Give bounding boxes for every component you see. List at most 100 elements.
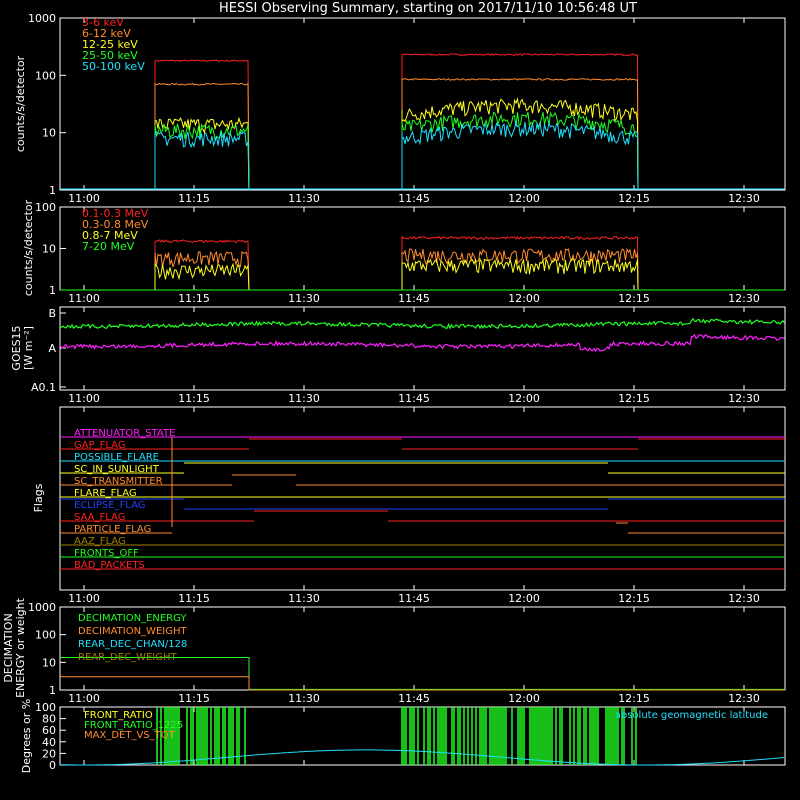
panel-2-series-line xyxy=(154,235,639,291)
panel-1-legend-entry: 3-6 keV xyxy=(82,16,124,29)
time-tick-label: 11:30 xyxy=(288,692,320,705)
time-tick-label: 12:30 xyxy=(728,592,760,605)
flag-label: ATTENUATOR_STATE xyxy=(74,428,175,439)
panel-5-legend-entry: REAR_DEC_WEIGHT xyxy=(78,652,177,663)
panel-1-ytick-label: 1 xyxy=(49,184,56,197)
panel-1-frame xyxy=(59,17,786,191)
time-tick-label: 12:30 xyxy=(728,692,760,705)
panel-6-ylabel: Degrees or % xyxy=(20,699,33,773)
panel-5-series-line xyxy=(60,656,785,690)
flag-label: BAD_PACKETS xyxy=(74,560,145,571)
flag-label: POSSIBLE_FLARE xyxy=(74,452,159,463)
flag-label: SAA_FLAG xyxy=(74,512,125,523)
time-tick-label: 11:15 xyxy=(178,392,210,405)
flag-label: GAP_FLAG xyxy=(74,440,126,451)
time-tick-label: 11:45 xyxy=(398,292,430,305)
time-tick-label: 12:00 xyxy=(508,392,540,405)
time-tick-label: 12:00 xyxy=(508,192,540,205)
time-tick-label: 11:45 xyxy=(398,392,430,405)
panel-3-ytick-label: A xyxy=(48,342,56,355)
panel-5-ylabel2: ENERGY or weight xyxy=(14,597,27,697)
panel-2-series-line xyxy=(154,247,639,291)
time-tick-label: 12:30 xyxy=(728,192,760,205)
panel-6-legend-entry: FRONT_RATIO_1225 xyxy=(84,720,183,731)
time-tick-label: 12:30 xyxy=(728,392,760,405)
panel-6-legend-entry: MAX_DET_VS_TOT xyxy=(84,730,176,741)
panel-2-legend-entry: 7-20 MeV xyxy=(82,240,135,253)
panel-3-ytick-label: A0.1 xyxy=(31,381,56,394)
panel-1-legend-entry: 6-12 keV xyxy=(82,27,131,40)
panel-2-legend-entry: 0.8-7 MeV xyxy=(82,229,138,242)
panel-2-ytick-label: 100 xyxy=(35,201,56,214)
panel-1-series-line xyxy=(154,119,639,191)
panel-1-ytick-label: 1000 xyxy=(28,12,56,25)
panel-6-ytick-label: 40 xyxy=(42,736,56,749)
panel-6-ytick-label: 0 xyxy=(49,759,56,772)
time-tick-label: 12:30 xyxy=(728,292,760,305)
panel-5-series-line xyxy=(60,676,785,691)
time-tick-label: 11:15 xyxy=(178,592,210,605)
time-tick-label: 12:15 xyxy=(618,592,650,605)
time-tick-label: 12:15 xyxy=(618,192,650,205)
panel-5-ytick-label: 1000 xyxy=(28,601,56,614)
panel-6-legend-entry: absolute geomagnetic latitude xyxy=(615,710,768,721)
flag-line xyxy=(60,462,785,474)
time-tick-label: 12:00 xyxy=(508,592,540,605)
panel-5-legend-entry: DECIMATION_WEIGHT xyxy=(78,626,187,637)
panel-5-ytick-label: 10 xyxy=(42,656,56,669)
panel-1-series-line xyxy=(154,53,639,191)
panel-5-legend-entry: DECIMATION_ENERGY xyxy=(78,613,187,624)
time-tick-label: 12:00 xyxy=(508,692,540,705)
time-tick-label: 11:30 xyxy=(288,592,320,605)
flag-line xyxy=(60,437,785,534)
panel-6-ytick-label: 80 xyxy=(42,713,56,726)
flag-line xyxy=(60,510,785,522)
panel-1-ylabel: counts/s/detector xyxy=(14,55,27,152)
time-tick-label: 12:00 xyxy=(508,292,540,305)
time-tick-label: 11:00 xyxy=(68,592,100,605)
panel-5-ytick-label: 1 xyxy=(49,684,56,697)
panel-2-ytick-label: 10 xyxy=(42,243,56,256)
panel-1-legend-entry: 25-50 keV xyxy=(82,49,138,62)
flag-label: AAZ_FLAG xyxy=(74,536,126,547)
panel-6-legend-entry: FRONT_RATIO xyxy=(84,710,153,721)
flag-label: PARTICLE_FLAG xyxy=(74,524,151,535)
panel-6-frame xyxy=(59,706,786,766)
panel-3-ylabel: GOES15 xyxy=(10,325,23,370)
latitude-curve xyxy=(59,749,785,766)
time-tick-label: 11:00 xyxy=(68,692,100,705)
time-tick-label: 11:30 xyxy=(288,392,320,405)
flag-label: FRONTS_OFF xyxy=(74,548,139,559)
flag-line xyxy=(60,438,785,450)
time-tick-label: 11:30 xyxy=(288,292,320,305)
panel-5-ylabel: DECIMATION xyxy=(2,613,15,682)
time-tick-label: 11:45 xyxy=(398,592,430,605)
panel-2-ytick-label: 1 xyxy=(49,284,56,297)
time-tick-label: 11:15 xyxy=(178,292,210,305)
panel-6-ytick-label: 100 xyxy=(35,701,56,714)
time-tick-label: 11:45 xyxy=(398,692,430,705)
panel-1-ytick-label: 100 xyxy=(35,69,56,82)
panel-5-legend-entry: REAR_DEC_CHAN/128 xyxy=(78,639,187,650)
time-tick-label: 11:30 xyxy=(288,192,320,205)
panel-2-legend-entry: 0.3-0.8 MeV xyxy=(82,218,149,231)
flag-label: SC_IN_SUNLIGHT xyxy=(74,464,160,475)
panel-5-ytick-label: 100 xyxy=(35,629,56,642)
chart-title: HESSI Observing Summary, starting on 201… xyxy=(219,1,637,16)
time-tick-label: 11:15 xyxy=(178,192,210,205)
panel-1-series-line xyxy=(154,78,639,191)
panel-1-legend-entry: 12-25 keV xyxy=(82,38,138,51)
panel-1-ytick-label: 10 xyxy=(42,127,56,140)
flag-line xyxy=(60,474,785,486)
panel-1-legend-entry: 50-100 keV xyxy=(82,60,145,73)
panel-3-ytick-label: B xyxy=(48,307,56,320)
time-tick-label: 11:15 xyxy=(178,692,210,705)
time-tick-label: 12:15 xyxy=(618,392,650,405)
panel-6-ytick-label: 60 xyxy=(42,724,56,737)
panel-2-series-line xyxy=(154,257,639,291)
panel-1-series-line xyxy=(154,111,639,191)
panel-2-legend-entry: 0.1-0.3 MeV xyxy=(82,207,149,220)
panel-2-ylabel: counts/s/detector xyxy=(22,199,35,296)
flag-label: SC_TRANSMITTER xyxy=(74,476,163,487)
